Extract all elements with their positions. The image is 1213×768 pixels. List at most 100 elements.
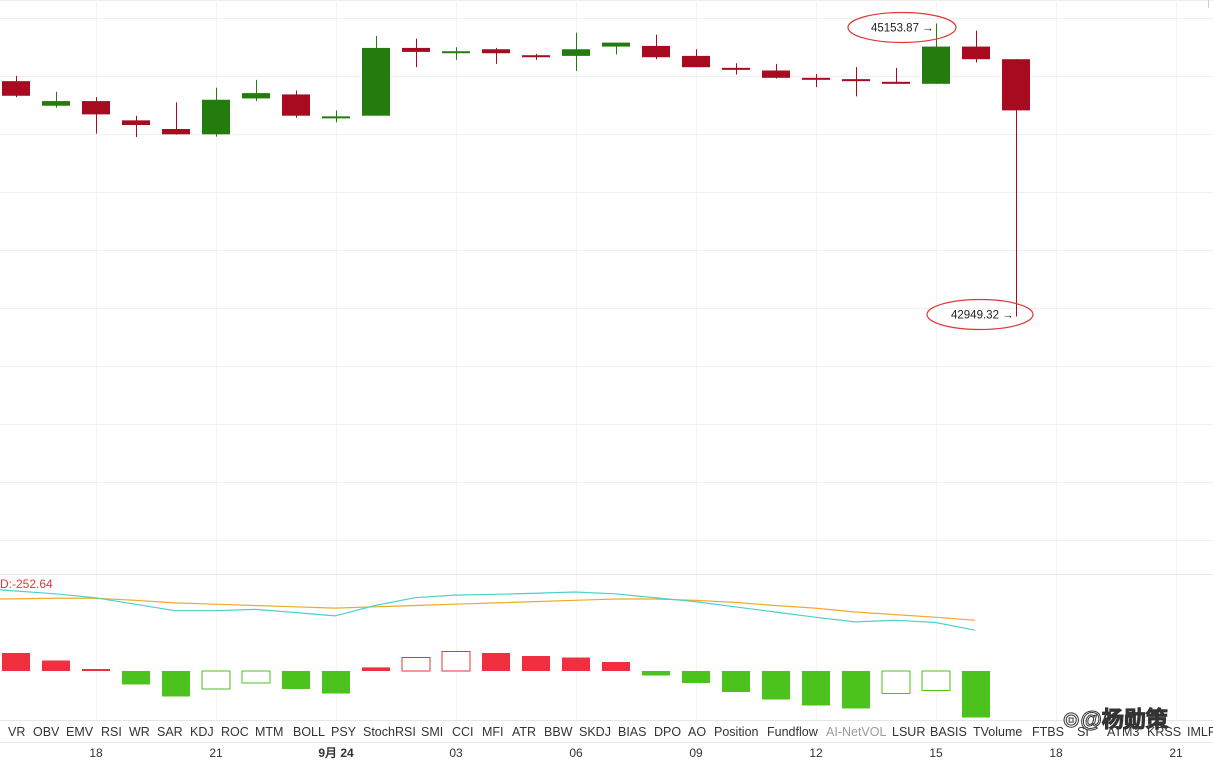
indicator-tab[interactable]: TVolume — [973, 725, 1022, 739]
macd-bar — [642, 671, 670, 676]
date-tick-label: 18 — [1049, 746, 1063, 760]
macd-bar — [482, 653, 510, 671]
date-axis: 18 21 9月 24 03 06 09 12 15 18 21 — [89, 746, 1183, 760]
indicator-tab[interactable]: FTBS — [1032, 725, 1064, 739]
indicator-tab[interactable]: LSUR — [892, 725, 925, 739]
indicator-tab[interactable]: Position — [714, 725, 759, 739]
macd-bar — [562, 657, 590, 671]
date-tick-label: 03 — [449, 746, 463, 760]
indicator-tab[interactable]: SI — [1077, 725, 1089, 739]
indicator-tab[interactable]: ATM3 — [1107, 725, 1139, 739]
candle-body — [682, 55, 710, 68]
indicator-tab[interactable]: StochRSI — [363, 725, 416, 739]
candle-body — [802, 77, 830, 80]
indicator-tab[interactable]: BIAS — [618, 725, 647, 739]
indicator-tab[interactable]: MFI — [482, 725, 504, 739]
date-tick-label: 21 — [209, 746, 223, 760]
candle-body — [2, 81, 30, 96]
candle-body — [642, 45, 670, 58]
candle — [402, 38, 430, 68]
date-tick-label: 15 — [929, 746, 943, 760]
macd-bar — [241, 670, 271, 684]
candle-body — [522, 55, 550, 58]
macd-bar — [82, 669, 110, 671]
candle-body — [42, 101, 70, 106]
macd-bar — [881, 670, 911, 694]
candle-body — [242, 93, 270, 99]
candle — [362, 35, 390, 116]
candle-body — [762, 70, 790, 78]
candle — [722, 63, 750, 75]
candle-body — [202, 99, 230, 135]
macd-bar — [441, 651, 471, 672]
macd-bar — [682, 671, 710, 683]
candle-body — [442, 51, 470, 54]
indicator-tab[interactable]: KRSS — [1147, 725, 1181, 739]
indicator-tab[interactable]: AI-NetVOL — [826, 725, 886, 739]
macd-histogram — [2, 651, 990, 718]
candle — [962, 30, 990, 63]
candle — [522, 53, 550, 60]
candles — [2, 23, 1030, 317]
date-tick-label: 18 — [89, 746, 103, 760]
candle — [762, 63, 790, 79]
candle — [2, 75, 30, 98]
candle-body — [562, 49, 590, 56]
indicator-tab[interactable]: ROC — [221, 725, 249, 739]
indicator-tab[interactable]: AO — [688, 725, 706, 739]
indicator-tab[interactable]: DPO — [654, 725, 681, 739]
indicator-tab[interactable]: BASIS — [930, 725, 967, 739]
candle — [162, 102, 190, 135]
indicator-tab[interactable]: MTM — [255, 725, 283, 739]
candle — [602, 42, 630, 55]
date-tick-label: 9月 24 — [318, 746, 354, 760]
candle-body — [842, 79, 870, 82]
candle-body — [882, 81, 910, 84]
indicator-tab[interactable]: SKDJ — [579, 725, 611, 739]
candle — [922, 23, 950, 84]
candle-body — [922, 46, 950, 84]
indicator-tab[interactable]: CCI — [452, 725, 474, 739]
candle-body — [82, 101, 110, 115]
candle — [1002, 59, 1030, 317]
indicator-tab[interactable]: OBV — [33, 725, 60, 739]
macd-dea-line — [0, 597, 976, 621]
high-annotation-ellipse — [847, 11, 957, 44]
candle — [442, 47, 470, 60]
macd-bar — [962, 671, 990, 718]
macd-bar — [842, 671, 870, 709]
indicator-tab[interactable]: KDJ — [190, 725, 214, 739]
indicator-tab[interactable]: VR — [8, 725, 25, 739]
candle-body — [962, 46, 990, 60]
macd-value-label: D:-252.64 — [0, 577, 53, 591]
date-tick-label: 06 — [569, 746, 583, 760]
candle — [42, 91, 70, 108]
candle-body — [482, 49, 510, 54]
candle-body — [722, 67, 750, 70]
candle — [242, 79, 270, 102]
indicator-tab[interactable]: IMLR — [1187, 725, 1213, 739]
indicator-tab[interactable]: PSY — [331, 725, 357, 739]
macd-bar — [522, 656, 550, 671]
macd-bar — [802, 671, 830, 706]
macd-bar — [362, 667, 390, 671]
indicator-tab[interactable]: WR — [129, 725, 150, 739]
indicator-tab[interactable]: BBW — [544, 725, 573, 739]
high-annotation-label: 45153.87 → — [871, 22, 934, 34]
indicator-tab[interactable]: SMI — [421, 725, 443, 739]
indicator-tab[interactable]: SAR — [157, 725, 183, 739]
low-annotation-ellipse — [926, 298, 1034, 331]
indicator-tab[interactable]: EMV — [66, 725, 94, 739]
indicator-tab[interactable]: BOLL — [293, 725, 325, 739]
indicator-tab[interactable]: Fundflow — [767, 725, 819, 739]
candle-body — [1002, 59, 1030, 111]
macd-bar — [122, 671, 150, 685]
macd-bar — [921, 670, 951, 691]
price-grid — [0, 0, 1213, 720]
candle-body — [322, 116, 350, 119]
indicator-tab[interactable]: ATR — [512, 725, 536, 739]
date-tick-label: 21 — [1169, 746, 1183, 760]
indicator-tab[interactable]: RSI — [101, 725, 122, 739]
candle — [802, 73, 830, 88]
